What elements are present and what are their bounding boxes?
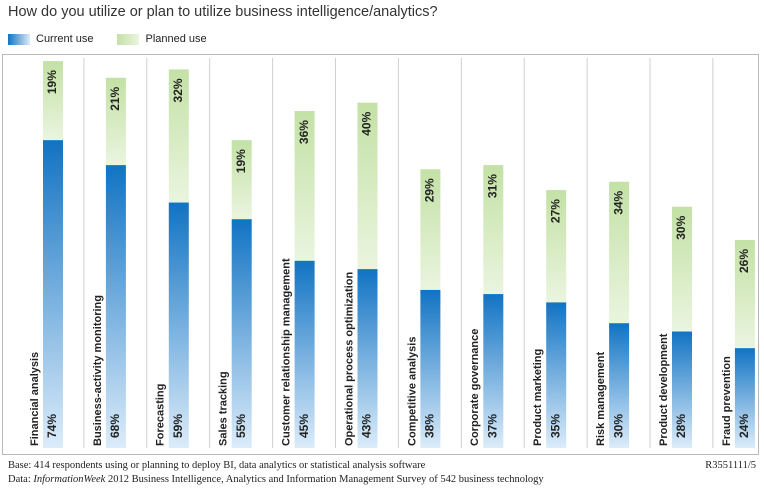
value-label-current: 38%: [423, 414, 437, 438]
bar-planned: [483, 165, 504, 295]
category-label: Customer relationship management: [281, 258, 293, 446]
bar-planned: [609, 181, 630, 324]
value-label-current: 43%: [360, 414, 374, 438]
category-label: Product development: [658, 333, 670, 446]
bar-current: [43, 140, 63, 448]
chart-legend: Current use Planned use: [8, 31, 231, 47]
value-label-planned: 34%: [611, 190, 625, 214]
category-label: Product marketing: [532, 349, 544, 446]
category-label: Competitive analysis: [406, 337, 418, 446]
bar-current: [168, 202, 189, 448]
figure-code: R3551111/5: [705, 460, 756, 471]
category-label: Risk management: [595, 352, 607, 446]
value-label-current: 68%: [108, 414, 122, 438]
bar-planned: [168, 69, 189, 203]
bar-planned: [672, 206, 692, 332]
value-label-current: 24%: [737, 414, 751, 438]
legend-swatch-planned: [117, 33, 140, 45]
value-label-planned: 29%: [423, 178, 437, 202]
bar-planned: [420, 169, 441, 290]
legend-item-current: Current use: [8, 33, 93, 45]
category-label: Business-activity monitoring: [92, 295, 104, 446]
value-label-planned: 31%: [485, 174, 499, 198]
value-label-current: 30%: [611, 414, 625, 438]
bar-current: [420, 289, 441, 448]
chart-frame: [2, 54, 759, 455]
value-label-planned: 27%: [548, 199, 562, 223]
category-label: Financial analysis: [29, 352, 41, 446]
value-label-planned: 30%: [674, 215, 688, 239]
footer-data-source: Data: InformationWeek 2012 Business Inte…: [8, 474, 544, 485]
bar-planned: [294, 111, 315, 261]
legend-item-planned: Planned use: [117, 33, 207, 45]
bar-planned: [357, 102, 378, 270]
bar-current: [734, 348, 755, 448]
bar-current: [105, 165, 126, 448]
bar-current: [483, 294, 504, 448]
footer-data-rest: 2012 Business Intelligence, Analytics an…: [105, 474, 544, 485]
bar-current: [357, 269, 378, 448]
value-label-planned: 36%: [297, 120, 311, 144]
category-label: Sales tracking: [218, 371, 230, 446]
category-label: Forecasting: [155, 384, 167, 446]
legend-label-current: Current use: [36, 33, 94, 45]
bar-planned: [43, 61, 63, 141]
value-label-planned: 19%: [45, 70, 59, 94]
value-label-current: 55%: [234, 414, 248, 438]
category-label: Operational process optimization: [343, 272, 355, 446]
footer-data-prefix: Data:: [8, 474, 34, 485]
value-label-planned: 19%: [234, 149, 248, 173]
footer-publication: InformationWeek: [33, 474, 106, 485]
value-label-current: 28%: [674, 414, 688, 438]
value-label-current: 45%: [297, 414, 311, 438]
bar-current: [609, 323, 630, 448]
bar-planned: [105, 77, 126, 166]
value-label-current: 59%: [171, 414, 185, 438]
bar-current: [231, 219, 252, 448]
bar-planned: [734, 240, 755, 349]
value-label-current: 35%: [548, 414, 562, 438]
category-label: Corporate governance: [469, 329, 481, 446]
legend-swatch-current: [8, 33, 30, 45]
value-label-current: 74%: [45, 414, 59, 438]
bar-planned: [546, 190, 567, 303]
bar-planned: [231, 140, 252, 220]
legend-label-planned: Planned use: [145, 33, 207, 45]
bar-current: [672, 331, 692, 448]
value-label-planned: 40%: [360, 111, 374, 135]
bar-current: [546, 302, 567, 448]
footer-base-note: Base: 414 respondents using or planning …: [8, 460, 426, 471]
category-label: Fraud prevention: [721, 356, 733, 446]
value-label-planned: 21%: [108, 86, 122, 110]
chart-title: How do you utilize or plan to utilize bu…: [8, 4, 438, 20]
value-label-current: 37%: [485, 414, 499, 438]
value-label-planned: 26%: [737, 249, 751, 273]
bar-current: [294, 260, 315, 448]
value-label-planned: 32%: [171, 78, 185, 102]
